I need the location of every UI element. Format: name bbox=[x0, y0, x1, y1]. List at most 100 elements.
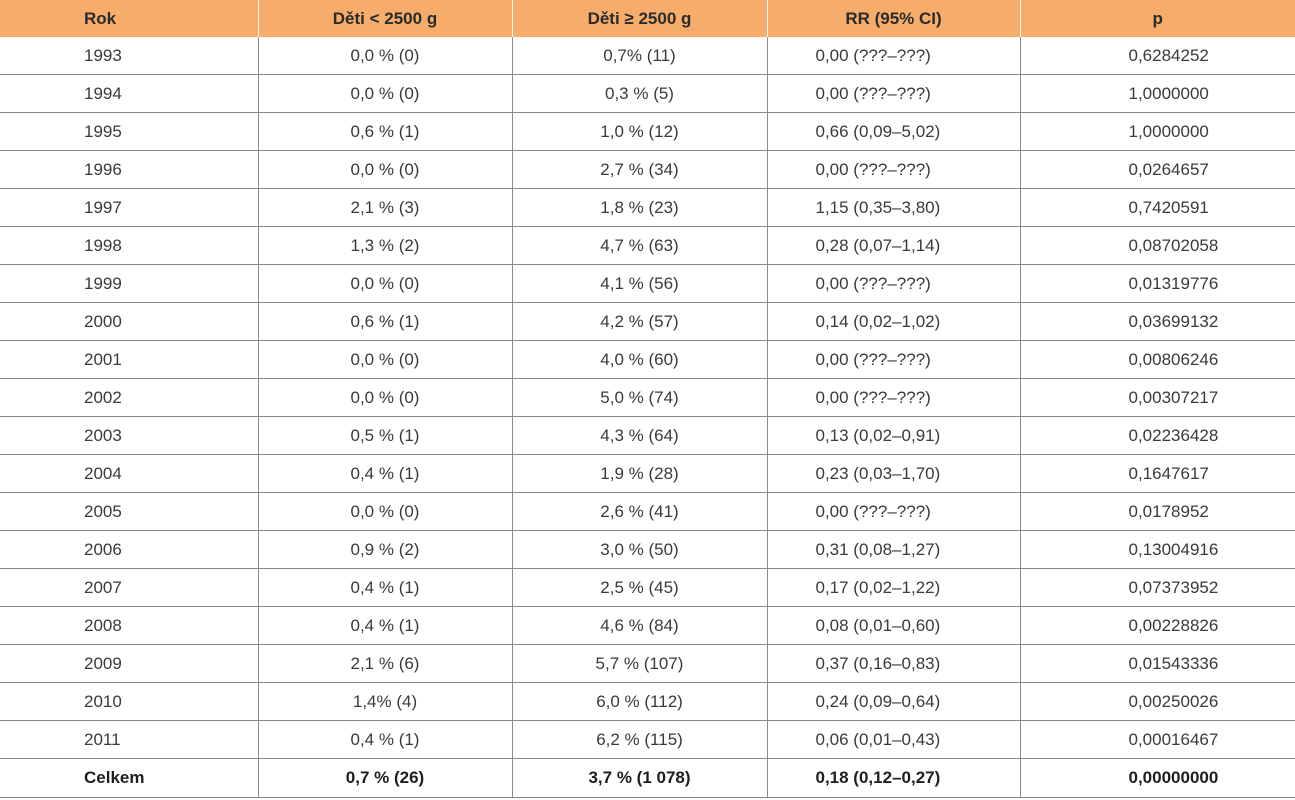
cell-over-2500: 2,6 % (41) bbox=[512, 492, 768, 531]
cell-rr: 0,00 (???–???) bbox=[767, 264, 1021, 303]
cell-over-2500: 5,7 % (107) bbox=[512, 644, 768, 683]
cell-year: 2011 bbox=[0, 720, 259, 759]
cell-year: 1996 bbox=[0, 150, 259, 189]
table-row: 1999 0,0 % (0) 4,1 % (56) 0,00 (???–???) 0,0… bbox=[0, 264, 1295, 303]
cell-under-2500: 2,1 % (3) bbox=[258, 188, 513, 227]
cell-p: 0,0178952 bbox=[1020, 492, 1295, 531]
cell-rr: 0,13 (0,02–0,91) bbox=[767, 416, 1021, 455]
cell-p: 0,00228826 bbox=[1020, 606, 1295, 645]
table-row: 1998 1,3 % (2) 4,7 % (63) 0,28 (0,07–1,14) 0… bbox=[0, 226, 1295, 265]
cell-under-2500: 0,0 % (0) bbox=[258, 264, 513, 303]
header-rr: RR (95% CI) bbox=[767, 0, 1021, 37]
cell-rr: 0,23 (0,03–1,70) bbox=[767, 454, 1021, 493]
table-row: 1993 0,0 % (0) 0,7% (11) 0,00 (???–???) 0,62… bbox=[0, 37, 1295, 75]
total-p: 0,00000000 bbox=[1020, 758, 1295, 798]
cell-over-2500: 5,0 % (74) bbox=[512, 378, 768, 417]
header-year: Rok bbox=[0, 0, 259, 37]
cell-p: 1,0000000 bbox=[1020, 112, 1295, 151]
cell-rr: 0,17 (0,02–1,22) bbox=[767, 568, 1021, 607]
cell-rr: 0,66 (0,09–5,02) bbox=[767, 112, 1021, 151]
cell-p: 0,01543336 bbox=[1020, 644, 1295, 683]
cell-rr: 0,28 (0,07–1,14) bbox=[767, 226, 1021, 265]
cell-year: 1994 bbox=[0, 74, 259, 113]
table-row: 2009 2,1 % (6) 5,7 % (107) 0,37 (0,16–0,83)… bbox=[0, 644, 1295, 683]
cell-under-2500: 0,4 % (1) bbox=[258, 606, 513, 645]
cell-year: 1995 bbox=[0, 112, 259, 151]
table-row: 2010 1,4% (4) 6,0 % (112) 0,24 (0,09–0,64) 0… bbox=[0, 682, 1295, 721]
header-over-2500: Děti ≥ 2500 g bbox=[512, 0, 768, 37]
cell-over-2500: 1,0 % (12) bbox=[512, 112, 768, 151]
cell-over-2500: 0,7% (11) bbox=[512, 37, 768, 75]
cell-year: 2010 bbox=[0, 682, 259, 721]
cell-p: 0,01319776 bbox=[1020, 264, 1295, 303]
cell-p: 0,00307217 bbox=[1020, 378, 1295, 417]
cell-year: 2001 bbox=[0, 340, 259, 379]
cell-over-2500: 4,3 % (64) bbox=[512, 416, 768, 455]
cell-under-2500: 0,4 % (1) bbox=[258, 568, 513, 607]
header-under-2500: Děti < 2500 g bbox=[258, 0, 513, 37]
cell-rr: 0,00 (???–???) bbox=[767, 378, 1021, 417]
cell-rr: 0,00 (???–???) bbox=[767, 492, 1021, 531]
cell-under-2500: 0,9 % (2) bbox=[258, 530, 513, 569]
header-row: Rok Děti < 2500 g Děti ≥ 2500 g RR (95% … bbox=[0, 0, 1295, 37]
cell-rr: 0,37 (0,16–0,83) bbox=[767, 644, 1021, 683]
table-row: 2006 0,9 % (2) 3,0 % (50) 0,31 (0,08–1,27) 0… bbox=[0, 530, 1295, 569]
cell-over-2500: 0,3 % (5) bbox=[512, 74, 768, 113]
cell-under-2500: 0,0 % (0) bbox=[258, 37, 513, 75]
cell-under-2500: 0,6 % (1) bbox=[258, 112, 513, 151]
cell-year: 1999 bbox=[0, 264, 259, 303]
table-row: 1996 0,0 % (0) 2,7 % (34) 0,00 (???–???) 0,0… bbox=[0, 150, 1295, 189]
cell-rr: 0,06 (0,01–0,43) bbox=[767, 720, 1021, 759]
cell-over-2500: 3,0 % (50) bbox=[512, 530, 768, 569]
cell-year: 2000 bbox=[0, 302, 259, 341]
cell-p: 0,0264657 bbox=[1020, 150, 1295, 189]
cell-rr: 0,00 (???–???) bbox=[767, 150, 1021, 189]
cell-over-2500: 1,8 % (23) bbox=[512, 188, 768, 227]
cell-year: 1998 bbox=[0, 226, 259, 265]
cell-year: 2007 bbox=[0, 568, 259, 607]
cell-p: 0,6284252 bbox=[1020, 37, 1295, 75]
cell-rr: 0,14 (0,02–1,02) bbox=[767, 302, 1021, 341]
cell-p: 0,08702058 bbox=[1020, 226, 1295, 265]
cell-p: 0,07373952 bbox=[1020, 568, 1295, 607]
table-header: Rok Děti < 2500 g Děti ≥ 2500 g RR (95% … bbox=[0, 0, 1295, 37]
total-under-2500: 0,7 % (26) bbox=[258, 758, 513, 798]
cell-rr: 0,24 (0,09–0,64) bbox=[767, 682, 1021, 721]
cell-under-2500: 0,0 % (0) bbox=[258, 74, 513, 113]
cell-p: 0,00250026 bbox=[1020, 682, 1295, 721]
cell-over-2500: 1,9 % (28) bbox=[512, 454, 768, 493]
cell-under-2500: 0,0 % (0) bbox=[258, 150, 513, 189]
table-row: 2005 0,0 % (0) 2,6 % (41) 0,00 (???–???) 0,0… bbox=[0, 492, 1295, 531]
cell-year: 2005 bbox=[0, 492, 259, 531]
cell-over-2500: 4,7 % (63) bbox=[512, 226, 768, 265]
cell-p: 0,02236428 bbox=[1020, 416, 1295, 455]
cell-rr: 0,00 (???–???) bbox=[767, 37, 1021, 75]
cell-under-2500: 0,5 % (1) bbox=[258, 416, 513, 455]
table-row: 2007 0,4 % (1) 2,5 % (45) 0,17 (0,02–1,22) 0… bbox=[0, 568, 1295, 607]
cell-under-2500: 0,4 % (1) bbox=[258, 720, 513, 759]
cell-over-2500: 6,2 % (115) bbox=[512, 720, 768, 759]
cell-p: 0,7420591 bbox=[1020, 188, 1295, 227]
cell-rr: 0,08 (0,01–0,60) bbox=[767, 606, 1021, 645]
cell-under-2500: 1,4% (4) bbox=[258, 682, 513, 721]
cell-year: 2008 bbox=[0, 606, 259, 645]
cell-over-2500: 4,2 % (57) bbox=[512, 302, 768, 341]
cell-p: 0,1647617 bbox=[1020, 454, 1295, 493]
table-row: 1997 2,1 % (3) 1,8 % (23) 1,15 (0,35–3,80) 0… bbox=[0, 188, 1295, 227]
cell-under-2500: 0,4 % (1) bbox=[258, 454, 513, 493]
cell-over-2500: 4,6 % (84) bbox=[512, 606, 768, 645]
table-row: 2008 0,4 % (1) 4,6 % (84) 0,08 (0,01–0,60) 0… bbox=[0, 606, 1295, 645]
cell-year: 2004 bbox=[0, 454, 259, 493]
table-row: 2001 0,0 % (0) 4,0 % (60) 0,00 (???–???) 0,0… bbox=[0, 340, 1295, 379]
cell-p: 0,13004916 bbox=[1020, 530, 1295, 569]
cell-p: 0,00016467 bbox=[1020, 720, 1295, 759]
cell-year: 2006 bbox=[0, 530, 259, 569]
cell-over-2500: 2,5 % (45) bbox=[512, 568, 768, 607]
cell-over-2500: 4,0 % (60) bbox=[512, 340, 768, 379]
table-row: 2011 0,4 % (1) 6,2 % (115) 0,06 (0,01–0,43)… bbox=[0, 720, 1295, 759]
cell-under-2500: 0,6 % (1) bbox=[258, 302, 513, 341]
cell-rr: 0,31 (0,08–1,27) bbox=[767, 530, 1021, 569]
cell-under-2500: 0,0 % (0) bbox=[258, 492, 513, 531]
cell-p: 1,0000000 bbox=[1020, 74, 1295, 113]
